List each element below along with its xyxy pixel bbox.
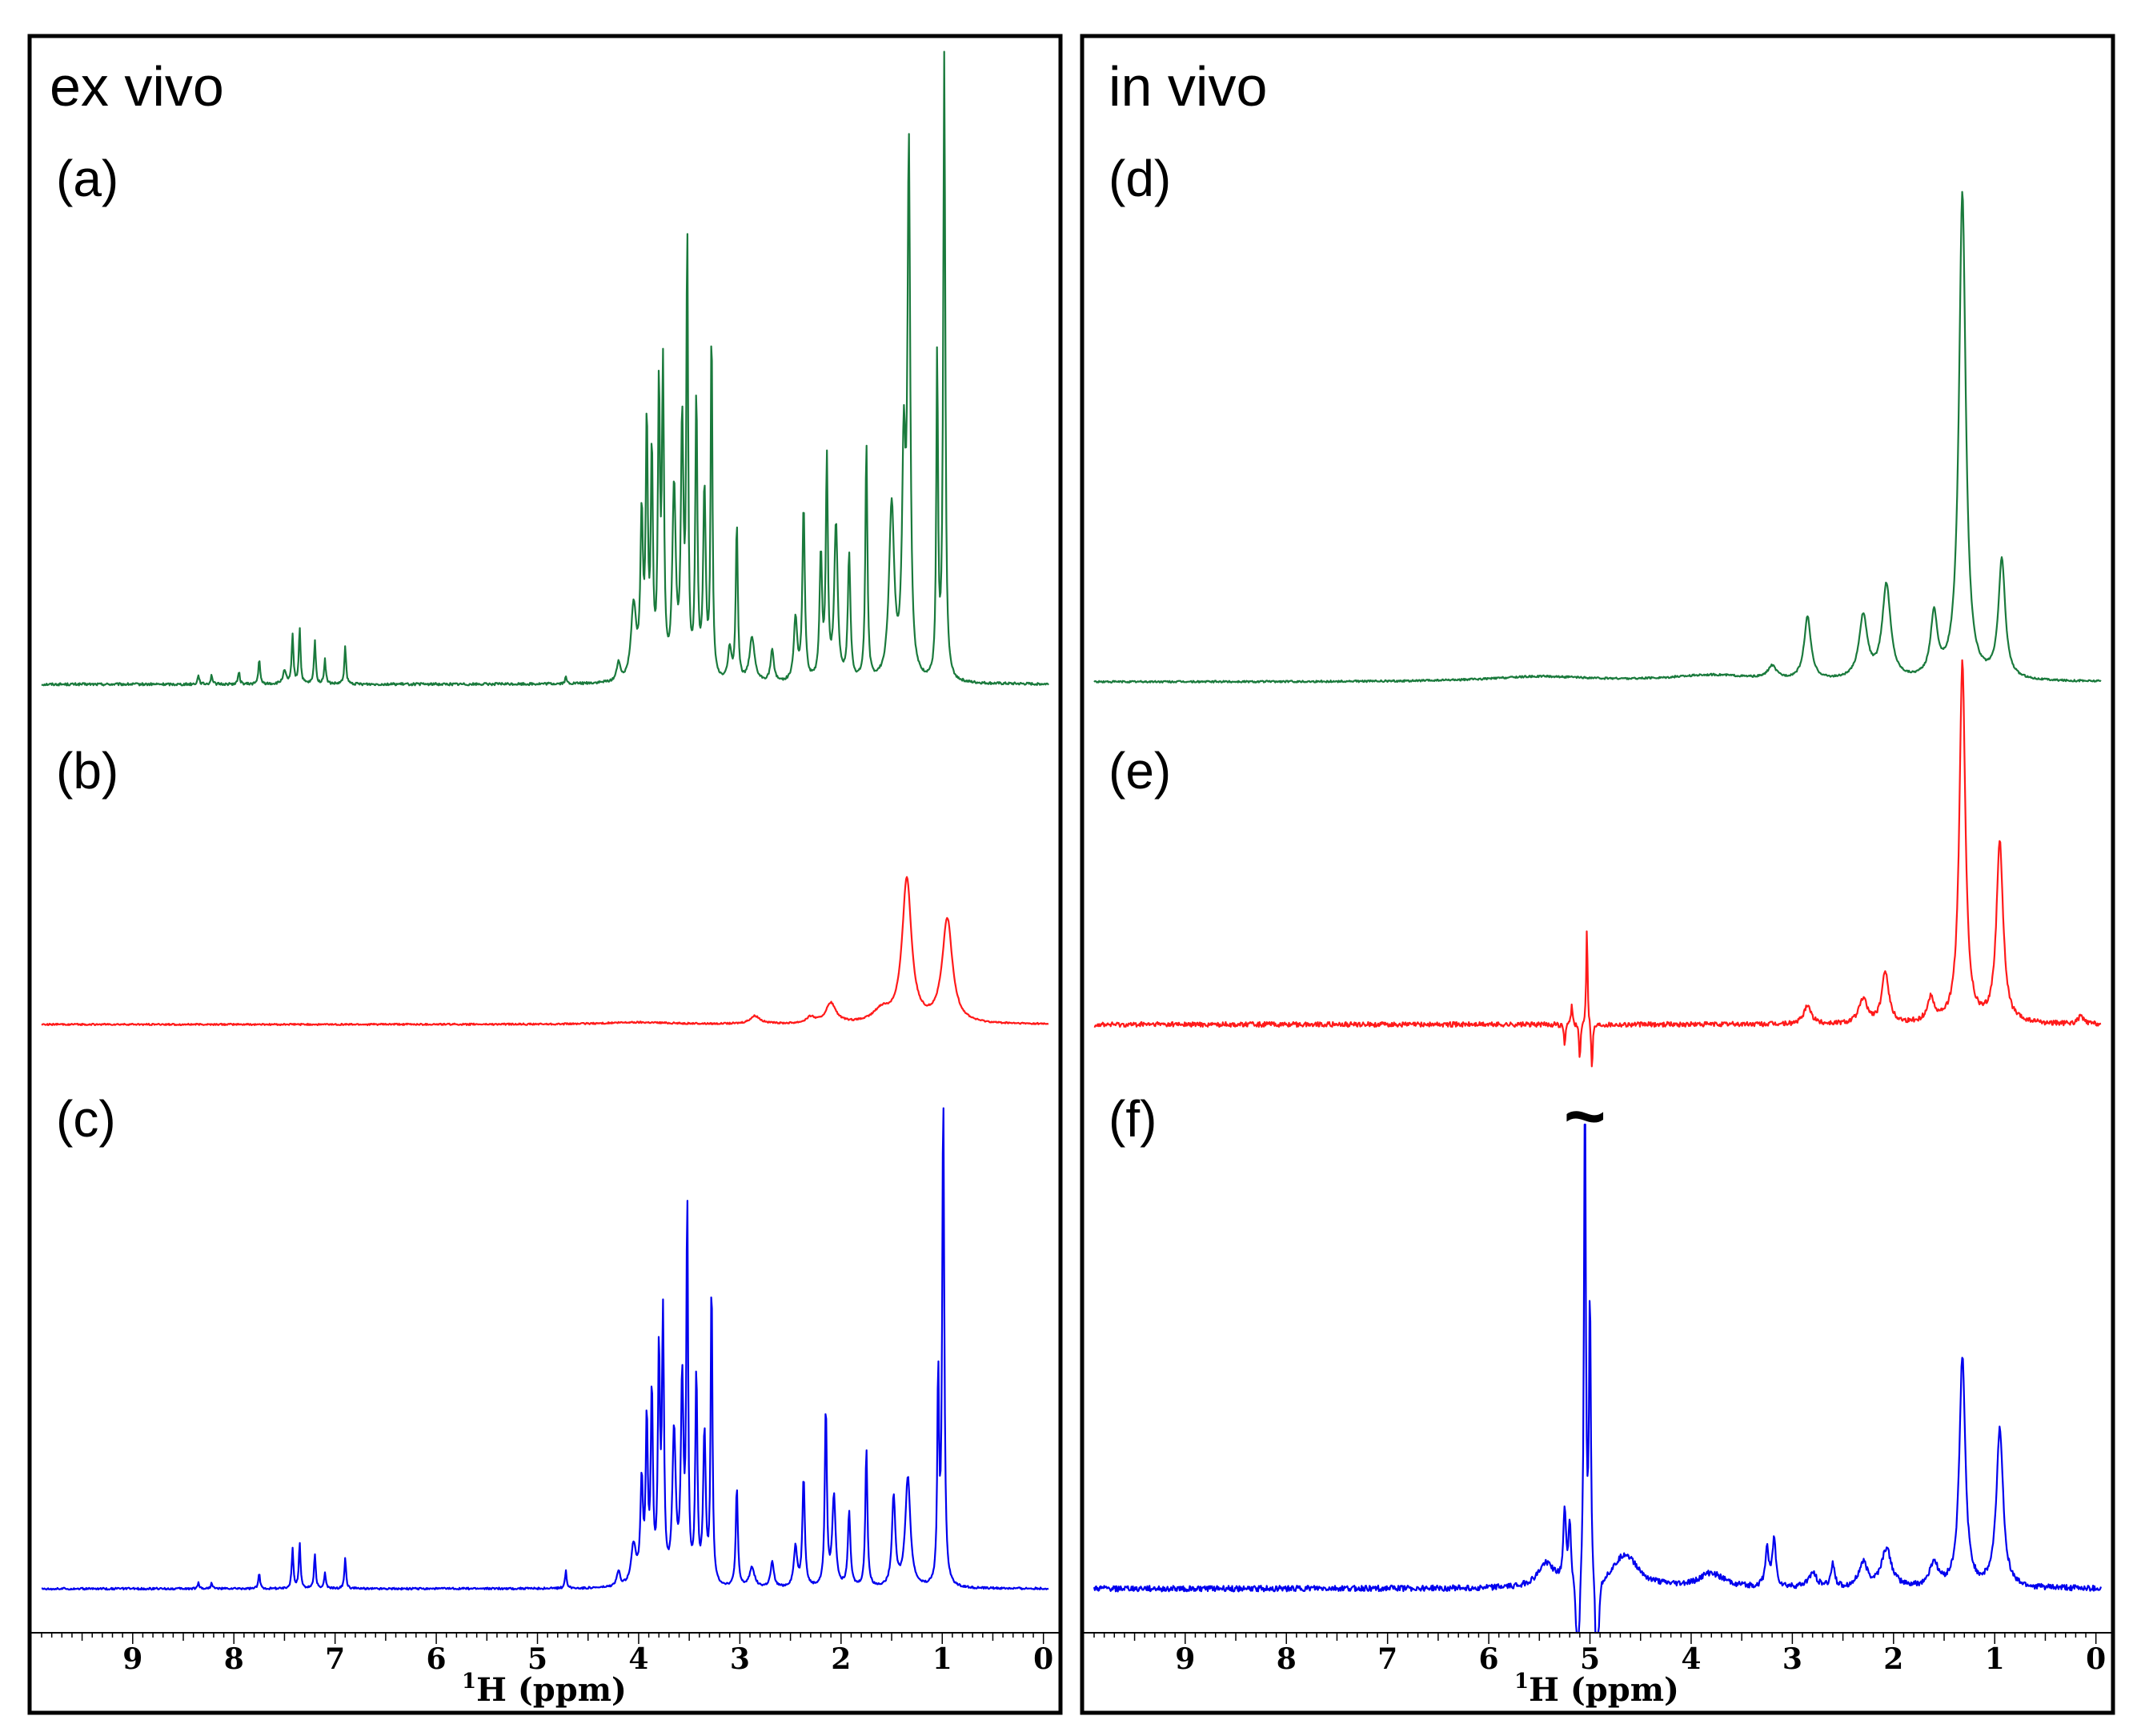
axis-break-symbol: ~ [1564,1076,1606,1157]
x-tick-label: 8 [1277,1642,1297,1676]
x-tick-label: 3 [1782,1642,1802,1676]
spectrum-trace-e [1093,659,2102,1068]
x-axis-label: 1H (ppm) [1514,1670,1679,1709]
x-tick-label: 0 [2086,1642,2106,1676]
panel-heading: in vivo [1109,55,1267,118]
panel-label-f: (f) [1109,1090,1157,1148]
x-tick-label: 6 [427,1642,447,1676]
x-tick-label: 4 [1681,1642,1701,1676]
x-tick-label: 3 [730,1642,750,1676]
x-tick-label: 2 [1883,1642,1903,1676]
x-axis: 9 8 7 6 5 4 3 2 1 0 1H (ppm) [1082,1632,2113,1709]
x-tick-label: 5 [527,1642,547,1676]
x-axis-label: 1H (ppm) [462,1670,627,1709]
x-tick-label: 7 [1377,1642,1397,1676]
panel-label-c: (c) [56,1090,116,1148]
panel-label-b: (b) [56,742,118,800]
x-tick-label: 4 [628,1642,648,1676]
panel-border [27,34,1063,1715]
spectrum-trace-f [1093,1123,2103,1634]
x-tick-label: 1 [932,1642,952,1676]
x-tick-label: 0 [1033,1642,1053,1676]
x-axis: 9 8 7 6 5 4 3 2 1 0 1H (ppm) [30,1632,1060,1709]
x-tick-label: 9 [1175,1642,1195,1676]
x-tick-label: 6 [1479,1642,1499,1676]
spectrum-trace-b [41,876,1049,1026]
x-tick-label: 9 [122,1642,142,1676]
panel-border [1080,34,2115,1715]
spectrum-trace-c [41,1107,1049,1591]
panel-ex-vivo: ex vivo (a) (b) (c) 9 8 7 6 5 4 3 2 1 0 1H (ppm) [27,34,1063,1715]
panel-label-d: (d) [1109,150,1171,207]
x-tick-label: 7 [325,1642,345,1676]
panel-label-a: (a) [56,150,118,207]
panel-label-e: (e) [1109,742,1171,800]
x-tick-label: 2 [831,1642,851,1676]
panel-in-vivo: in vivo (d) (e) (f) ~ 9 8 7 6 5 4 3 2 1 0 1H (ppm) [1080,34,2115,1715]
panel-heading: ex vivo [50,55,224,118]
x-tick-label: 1 [1985,1642,2005,1676]
spectrum-trace-d [1093,190,2102,684]
spectrum-trace-a [41,50,1049,687]
x-tick-label: 8 [224,1642,244,1676]
x-tick-label: 5 [1580,1642,1600,1676]
